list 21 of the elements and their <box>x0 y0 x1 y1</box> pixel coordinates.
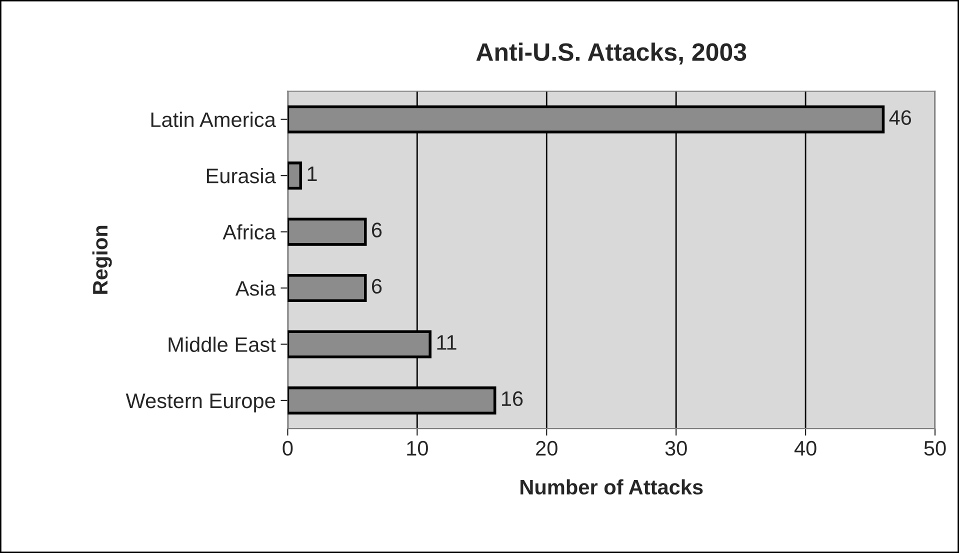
x-axis-title: Number of Attacks <box>520 479 703 495</box>
x-tick-label: 30 <box>665 440 687 456</box>
y-axis-title: Region <box>92 226 112 294</box>
data-label: 6 <box>372 222 382 238</box>
x-tick-label: 40 <box>794 440 816 456</box>
data-label: 6 <box>372 278 382 294</box>
x-tick-label: 20 <box>536 440 558 456</box>
data-label: 46 <box>889 110 912 125</box>
y-tick-label: Middle East <box>168 336 276 352</box>
y-tick-label: Western Europe <box>126 394 275 412</box>
data-label: 1 <box>308 166 317 181</box>
x-tick-label: 0 <box>282 440 293 456</box>
chart-title: Anti-U.S. Attacks, 2003 <box>476 42 746 65</box>
y-tick-label: Asia <box>235 280 276 296</box>
x-tick-label: 50 <box>924 440 946 456</box>
y-tick-label: Latin America <box>151 112 276 128</box>
y-tick-label: Africa <box>222 224 276 240</box>
data-label: 11 <box>437 335 456 350</box>
data-label: 16 <box>502 391 523 406</box>
x-tick-label: 10 <box>407 440 428 456</box>
y-tick-label: Eurasia <box>206 168 276 184</box>
